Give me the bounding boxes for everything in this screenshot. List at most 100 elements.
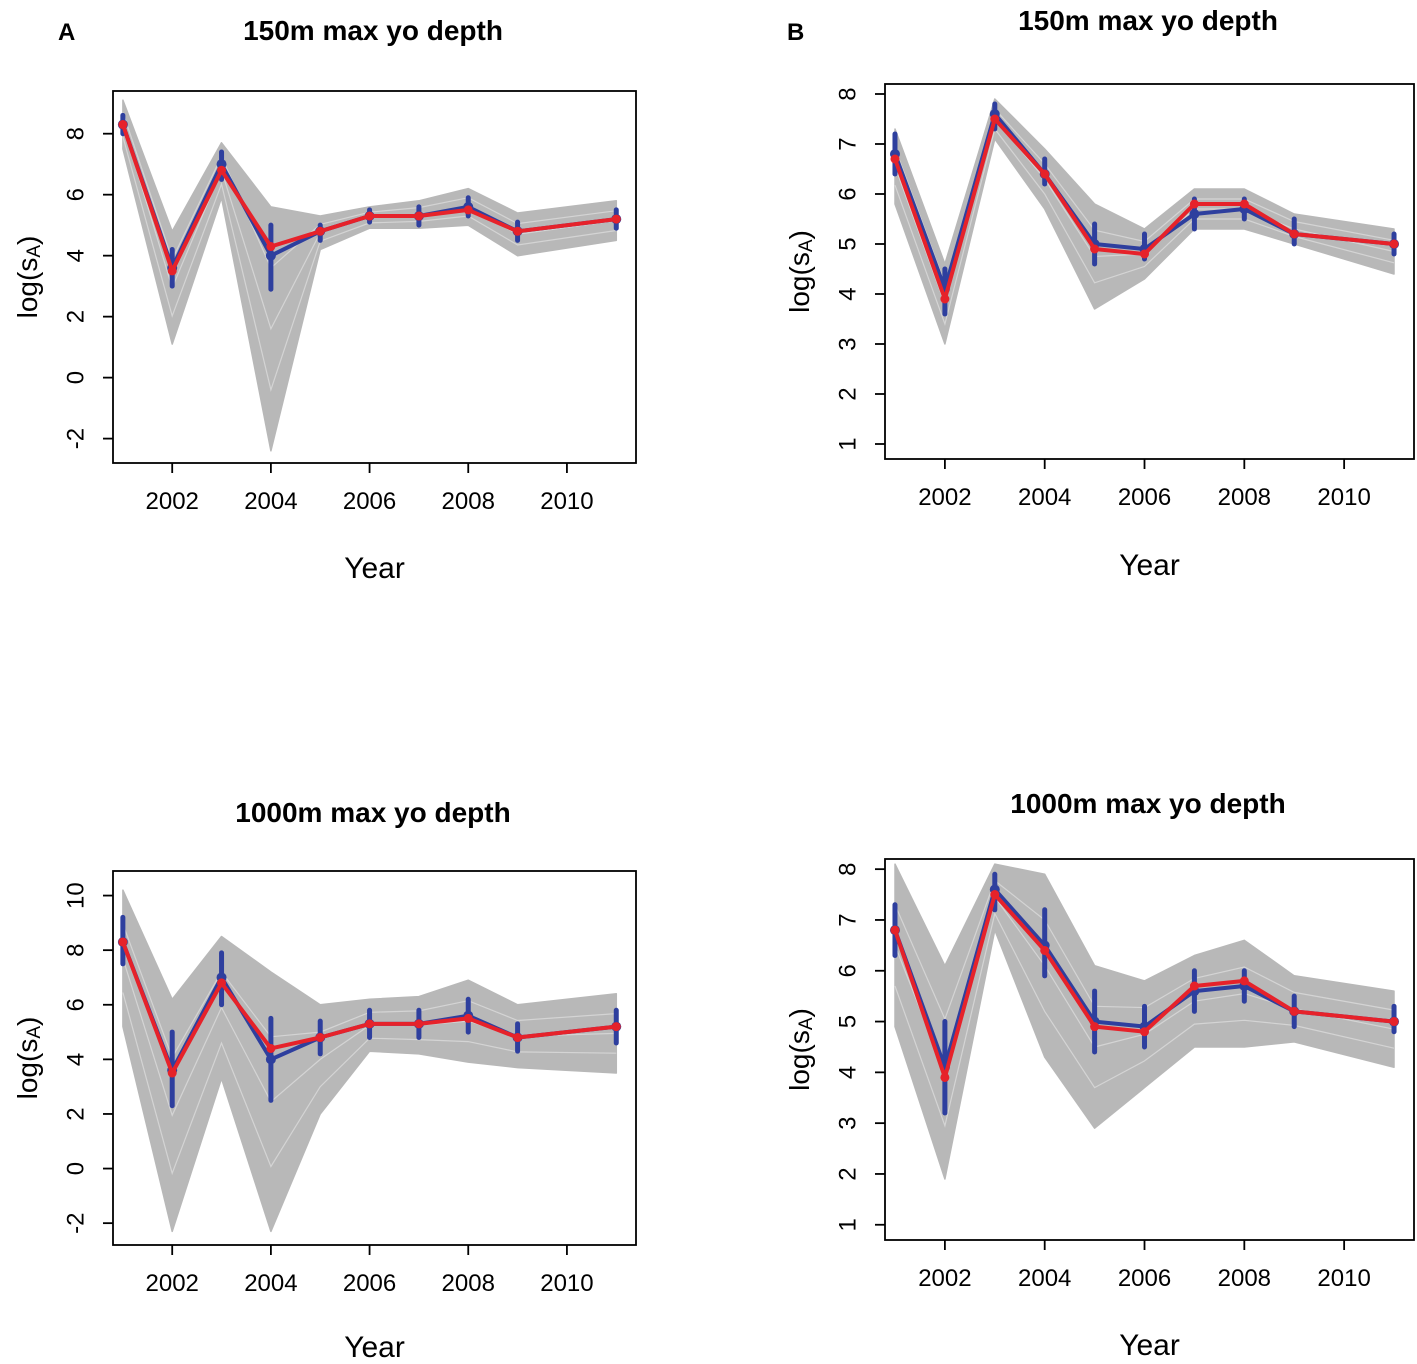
plot-frame bbox=[884, 83, 1415, 460]
model-point bbox=[1289, 229, 1299, 239]
x-tick-label: 2010 bbox=[540, 488, 593, 515]
model-point bbox=[1040, 945, 1050, 955]
x-tick-label: 2006 bbox=[1118, 1265, 1171, 1292]
y-axis-label: log(sA) bbox=[784, 230, 817, 313]
model-line bbox=[893, 117, 1395, 301]
y-tick-label: 4 bbox=[62, 249, 89, 262]
x-tick-label: 2008 bbox=[442, 1270, 495, 1297]
ensemble-strand-3 bbox=[894, 879, 1395, 1021]
y-axis-label-main: log(s bbox=[12, 258, 43, 319]
model-point bbox=[611, 214, 621, 224]
x-tick-label: 2002 bbox=[918, 484, 971, 511]
observed-point bbox=[265, 250, 276, 261]
x-tick-label: 2002 bbox=[146, 1270, 199, 1297]
y-axis-label: log(sA) bbox=[12, 236, 45, 319]
y-tick-label: 6 bbox=[834, 964, 861, 977]
model-point bbox=[611, 1022, 621, 1032]
model-point bbox=[990, 890, 1000, 900]
y-tick-label: 7 bbox=[834, 913, 861, 926]
ensemble-strand-1 bbox=[894, 127, 1395, 327]
y-tick-label: 2 bbox=[63, 310, 90, 323]
model-point bbox=[414, 211, 424, 221]
model-point bbox=[118, 937, 128, 947]
x-tick-label: 2010 bbox=[1317, 1265, 1370, 1292]
model-point bbox=[266, 1043, 276, 1053]
model-point bbox=[890, 154, 900, 164]
y-axis-label: log(sA) bbox=[12, 1017, 45, 1100]
model-point bbox=[463, 1013, 473, 1023]
x-tick-label: 2004 bbox=[1018, 484, 1071, 511]
ensemble-strand-1 bbox=[122, 992, 617, 1176]
x-axis-label: Year bbox=[344, 1331, 405, 1364]
observed-line bbox=[893, 887, 1395, 1070]
y-axis-label-subscript: A bbox=[24, 245, 45, 258]
model-point bbox=[1140, 1027, 1150, 1037]
y-axis-label-main: log(s bbox=[784, 252, 815, 313]
y-tick-label: 0 bbox=[62, 1162, 89, 1175]
model-point bbox=[1239, 976, 1249, 986]
observed-point bbox=[1189, 209, 1200, 219]
plot-frame bbox=[112, 870, 637, 1246]
y-tick-label: 4 bbox=[834, 1066, 861, 1079]
observed-point bbox=[265, 1054, 276, 1065]
ensemble-strand-3 bbox=[122, 112, 617, 269]
y-tick-label: 5 bbox=[835, 237, 862, 250]
model-point bbox=[1389, 1017, 1399, 1027]
model-point bbox=[513, 1033, 523, 1043]
y-tick-label: 3 bbox=[835, 337, 862, 350]
y-tick-label: 10 bbox=[62, 882, 89, 909]
y-tick-label: 3 bbox=[834, 1117, 861, 1130]
model-line bbox=[121, 123, 617, 273]
chart-panel-4: 1000m max yo depth 2002 2004 2006 2008 2010 1 2… bbox=[784, 788, 1415, 1362]
ensemble-envelope bbox=[122, 99, 618, 452]
model-point bbox=[940, 1072, 950, 1082]
x-tick-label: 2004 bbox=[1018, 1265, 1071, 1292]
chart-panel-1: 150m max yo depth 2002 2004 2006 2008 2010 -2 0… bbox=[12, 15, 637, 585]
model-point bbox=[463, 205, 473, 215]
x-tick-label: 2002 bbox=[146, 488, 199, 515]
x-tick-label: 2006 bbox=[343, 1270, 396, 1297]
model-point bbox=[990, 114, 1000, 124]
model-point bbox=[1189, 981, 1199, 991]
x-tick-label: 2008 bbox=[1218, 484, 1271, 511]
x-axis-label: Year bbox=[344, 552, 405, 585]
model-point bbox=[513, 226, 523, 236]
model-point bbox=[315, 1033, 325, 1043]
y-axis-label-close: ) bbox=[784, 1008, 815, 1017]
model-point bbox=[1389, 239, 1399, 249]
model-point bbox=[217, 165, 227, 175]
y-axis-label: log(sA) bbox=[784, 1008, 817, 1091]
y-axis-label-close: ) bbox=[784, 230, 815, 239]
chart-title: 150m max yo depth bbox=[243, 15, 503, 46]
x-tick-label: 2010 bbox=[540, 1270, 593, 1297]
y-tick-label: 1 bbox=[835, 437, 862, 450]
model-point bbox=[890, 925, 900, 935]
y-tick-label: 2 bbox=[835, 387, 862, 400]
model-point bbox=[1189, 199, 1199, 209]
model-line bbox=[893, 892, 1395, 1080]
y-tick-label: 8 bbox=[62, 944, 89, 957]
chart-panel-2: 150m max yo depth 2002 2004 2006 2008 2010 1 2 3… bbox=[784, 5, 1415, 582]
ensemble-envelope bbox=[894, 98, 1395, 345]
chart-title: 1000m max yo depth bbox=[235, 797, 510, 828]
model-point bbox=[167, 266, 177, 276]
y-tick-label: 1 bbox=[834, 1218, 861, 1231]
panel-letter-a: A bbox=[58, 19, 75, 46]
chart-title: 1000m max yo depth bbox=[1010, 788, 1285, 819]
y-axis-label-subscript: A bbox=[24, 1026, 45, 1039]
x-tick-label: 2002 bbox=[918, 1265, 971, 1292]
y-axis-label-main: log(s bbox=[12, 1039, 43, 1100]
model-point bbox=[266, 242, 276, 252]
x-tick-label: 2010 bbox=[1317, 484, 1370, 511]
ensemble-envelope bbox=[122, 889, 618, 1233]
y-axis-label-close: ) bbox=[12, 236, 43, 245]
y-axis-label-close: ) bbox=[12, 1017, 43, 1026]
observed-line bbox=[893, 112, 1395, 291]
model-point bbox=[414, 1019, 424, 1029]
y-tick-label: 6 bbox=[62, 188, 89, 201]
plot-frame bbox=[112, 90, 637, 464]
model-point bbox=[1040, 169, 1050, 179]
plot-frame bbox=[884, 858, 1415, 1241]
